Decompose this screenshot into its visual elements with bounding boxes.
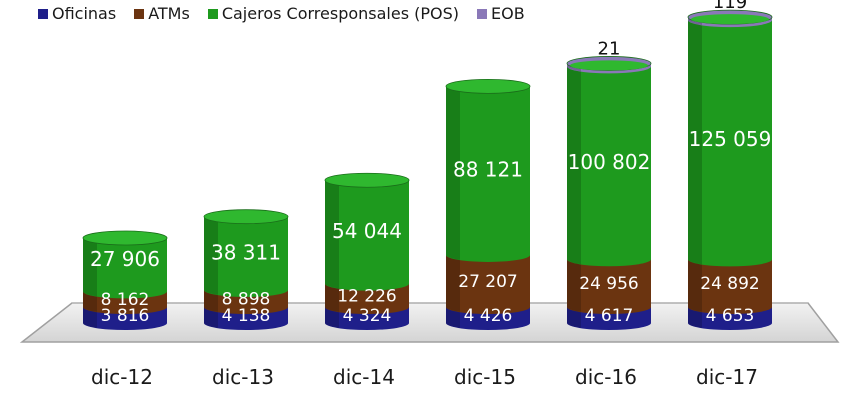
- bar-segment-atms-dic-16: [567, 259, 651, 314]
- data-label-atms-dic-16: 24 956: [579, 274, 638, 294]
- data-label-atms-dic-12: 8 162: [101, 290, 150, 310]
- data-label-cajeros-corresponsales-pos-dic-12: 27 906: [90, 247, 160, 271]
- legend-label-eob: EOB: [491, 4, 525, 23]
- bar-segment-atms-dic-15: [446, 254, 530, 314]
- data-label-eob-dic-17: 119: [713, 0, 747, 13]
- bar-top-cap-dic-13: [203, 209, 289, 225]
- data-label-cajeros-corresponsales-pos-dic-13: 38 311: [211, 240, 281, 264]
- x-tick-label-dic-15: dic-15: [454, 365, 516, 389]
- legend-item-oficinas: Oficinas: [38, 4, 116, 23]
- data-label-oficinas-dic-13: 4 138: [222, 306, 271, 326]
- bar-segment-atms-dic-14: [325, 283, 409, 314]
- bar-segment-atms-dic-17: [688, 259, 772, 314]
- legend-item-atms: ATMs: [134, 4, 190, 23]
- x-tick-label-dic-12: dic-12: [91, 365, 153, 389]
- bar-segment-cajeros-corresponsales-pos-dic-17: [688, 20, 772, 267]
- data-label-oficinas-dic-17: 4 653: [706, 306, 755, 326]
- x-tick-label-dic-17: dic-17: [696, 365, 758, 389]
- data-label-cajeros-corresponsales-pos-dic-15: 88 121: [453, 158, 523, 182]
- bar-top-inner-dic-16: [570, 60, 648, 71]
- data-label-cajeros-corresponsales-pos-dic-16: 100 802: [568, 150, 651, 174]
- bar-top-inner-dic-17: [691, 14, 769, 25]
- data-label-oficinas-dic-15: 4 426: [464, 306, 513, 326]
- data-label-atms-dic-15: 27 207: [458, 272, 517, 292]
- legend-swatch-pos: [207, 8, 218, 19]
- data-label-cajeros-corresponsales-pos-dic-14: 54 044: [332, 219, 402, 243]
- bar-top-cap-dic-15: [445, 78, 531, 94]
- legend-item-pos: Cajeros Corresponsales (POS): [207, 4, 460, 23]
- data-label-atms-dic-17: 24 892: [700, 274, 759, 294]
- legend-label-oficinas: Oficinas: [52, 4, 117, 23]
- bar-segment-cajeros-corresponsales-pos-dic-15: [446, 86, 530, 262]
- bar-segment-cajeros-corresponsales-pos-dic-14: [325, 180, 409, 291]
- legend-label-pos: Cajeros Corresponsales (POS): [221, 4, 460, 23]
- bar-segment-cajeros-corresponsales-pos-dic-16: [567, 66, 651, 267]
- data-label-oficinas-dic-16: 4 617: [585, 306, 634, 326]
- x-axis-ticks: dic-12 dic-13 dic-14 dic-15 dic-16 dic-17: [91, 365, 758, 389]
- bar-segment-cajeros-corresponsales-pos-dic-13: [204, 216, 288, 297]
- chart-legend: Oficinas ATMs Cajeros Corresponsales (PO…: [38, 4, 525, 23]
- data-label-atms-dic-14: 12 226: [337, 286, 396, 306]
- legend-swatch-oficinas: [38, 8, 48, 19]
- legend-swatch-eob: [477, 8, 488, 19]
- bar-top-cap-dic-12: [82, 230, 168, 246]
- bar-top-cap-dic-14: [324, 172, 410, 188]
- data-label-eob-dic-16: 21: [598, 38, 621, 59]
- x-tick-label-dic-16: dic-16: [575, 365, 637, 389]
- bar-segment-cajeros-corresponsales-pos-dic-12: [83, 237, 167, 299]
- x-tick-label-dic-14: dic-14: [333, 365, 395, 389]
- legend-label-atms: ATMs: [148, 4, 190, 23]
- x-tick-label-dic-13: dic-13: [212, 365, 274, 389]
- data-label-atms-dic-13: 8 898: [222, 289, 271, 309]
- data-label-cajeros-corresponsales-pos-dic-17: 125 059: [689, 127, 772, 151]
- bars-layer: [82, 9, 773, 330]
- legend-item-eob: EOB: [477, 4, 525, 23]
- legend-swatch-atms: [134, 8, 145, 19]
- data-label-oficinas-dic-12: 3 816: [101, 306, 150, 326]
- data-label-oficinas-dic-14: 4 324: [343, 306, 392, 326]
